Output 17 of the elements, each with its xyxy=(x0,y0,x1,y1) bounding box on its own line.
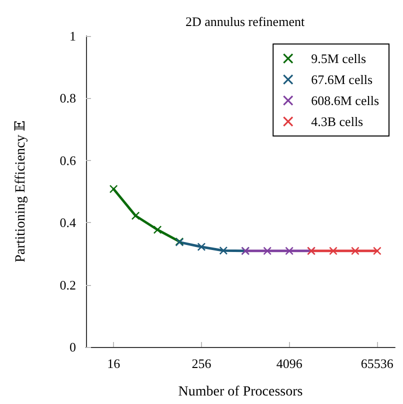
legend-label: 67.6M cells xyxy=(311,72,373,87)
y-tick-label: 0.2 xyxy=(60,277,76,292)
x-axis-title: Number of Processors xyxy=(178,384,303,400)
chart-title: 2D annulus refinement xyxy=(185,14,305,29)
legend-label: 4.3B cells xyxy=(311,114,364,129)
legend-label: 9.5M cells xyxy=(311,51,366,66)
x-tick-label: 65536 xyxy=(360,356,394,371)
legend-label: 608.6M cells xyxy=(311,93,380,108)
y-tick-label: 0.4 xyxy=(60,215,76,230)
y-tick-label: 0.6 xyxy=(60,152,76,168)
y-axis-title: Partitioning Efficiency 𝔼 xyxy=(14,120,28,262)
x-tick-label: 16 xyxy=(107,356,121,371)
y-tick-label: 1 xyxy=(70,28,76,44)
y-tick-label: 0 xyxy=(70,340,76,354)
x-tick-label: 4096 xyxy=(276,356,303,371)
y-tick-label: 0.8 xyxy=(60,90,76,106)
x-tick-label: 256 xyxy=(192,356,212,371)
